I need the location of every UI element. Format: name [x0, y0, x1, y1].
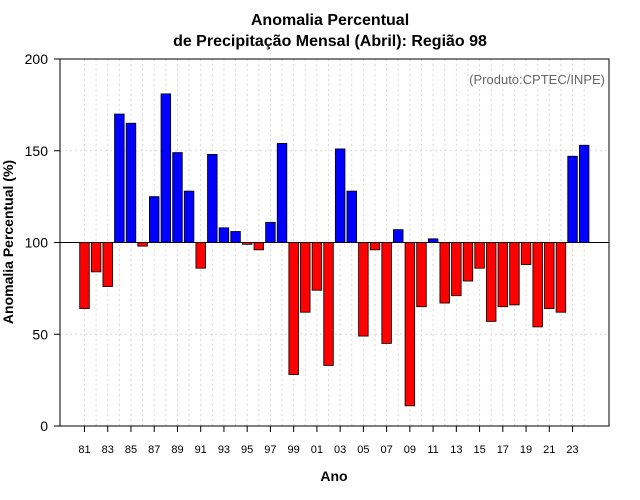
y-tick-label: 0: [40, 418, 48, 434]
bar-14: [462, 242, 474, 282]
chart-title-line2: de Precipitação Mensal (Abril): Região 9…: [173, 33, 487, 50]
y-axis-label: Anomalia Percentual (%): [0, 160, 16, 324]
bar-19: [520, 242, 532, 265]
bar-08: [393, 229, 404, 243]
x-tick-label: 89: [171, 444, 183, 456]
bar-10: [416, 242, 427, 308]
bar-99: [288, 242, 299, 376]
bar-21: [544, 242, 555, 309]
bar-18: [509, 242, 520, 306]
bar-24: [578, 144, 590, 243]
x-tick-label: 19: [520, 444, 532, 456]
bar-85: [125, 122, 137, 243]
bar-91: [195, 242, 206, 269]
x-tick-label: 23: [566, 444, 578, 456]
bar-83: [102, 242, 113, 287]
x-tick-label: 01: [311, 444, 323, 456]
chart-title-line1: Anomalia Percentual: [251, 12, 409, 29]
x-tick-label: 85: [125, 444, 137, 456]
bar-04: [346, 190, 357, 243]
x-tick-label: 21: [543, 444, 555, 456]
credit-text: (Produto:CPTEC/INPE): [469, 72, 605, 87]
y-tick-label: 200: [25, 51, 49, 67]
bars: [79, 93, 590, 407]
x-tick-label: 99: [288, 444, 300, 456]
bar-97: [265, 221, 276, 243]
bar-09: [404, 242, 416, 407]
x-axis: 81 83 85 87 89 91 93 95 97 99 01 03 05 07 09 11 13 15 17 19…: [78, 426, 579, 456]
bar-98: [276, 143, 288, 243]
bar-90: [183, 190, 195, 243]
bar-06: [369, 242, 381, 251]
x-tick-label: 07: [380, 444, 392, 456]
bar-88: [160, 93, 172, 243]
bar-93: [218, 227, 230, 243]
bar-13: [451, 242, 462, 297]
bar-96: [253, 242, 265, 251]
y-tick-label: 100: [25, 235, 49, 251]
x-tick-label: 97: [264, 444, 276, 456]
bar-95: [241, 242, 253, 245]
x-tick-label: 81: [78, 444, 90, 456]
bar-94: [230, 231, 241, 243]
x-tick-label: 03: [334, 444, 346, 456]
bar-87: [149, 196, 160, 243]
bar-81: [79, 242, 90, 309]
x-tick-label: 93: [218, 444, 230, 456]
x-tick-label: 17: [497, 444, 509, 456]
x-tick-label: 09: [404, 444, 416, 456]
x-tick-label: 83: [102, 444, 114, 456]
x-tick-label: 13: [450, 444, 462, 456]
x-tick-label: 95: [241, 444, 253, 456]
plot-frame: [59, 58, 610, 427]
bar-84: [114, 113, 125, 243]
bar-16: [485, 242, 497, 322]
bar-15: [474, 242, 485, 269]
bar-00: [300, 242, 311, 313]
bar-01: [311, 242, 323, 291]
bar-07: [381, 242, 392, 344]
x-tick-label: 87: [148, 444, 160, 456]
bar-03: [334, 148, 346, 243]
bar-23: [567, 155, 578, 243]
bar-92: [207, 154, 218, 243]
y-axis: 0 50 100 150 200: [25, 51, 60, 434]
bar-20: [532, 242, 543, 328]
y-tick-label: 50: [32, 326, 48, 342]
x-tick-label: 05: [357, 444, 369, 456]
x-axis-label: Ano: [320, 468, 347, 484]
x-tick-label: 15: [473, 444, 485, 456]
bar-17: [497, 242, 509, 308]
bar-82: [90, 242, 102, 273]
bar-05: [358, 242, 369, 337]
bar-86: [137, 242, 148, 247]
bar-12: [439, 242, 450, 304]
y-tick-label: 150: [25, 143, 49, 159]
x-tick-label: 11: [427, 444, 438, 456]
bar-02: [323, 242, 334, 366]
x-tick-label: 91: [195, 444, 207, 456]
bar-89: [172, 152, 183, 243]
bar-11: [427, 238, 439, 243]
bar-22: [555, 242, 567, 313]
